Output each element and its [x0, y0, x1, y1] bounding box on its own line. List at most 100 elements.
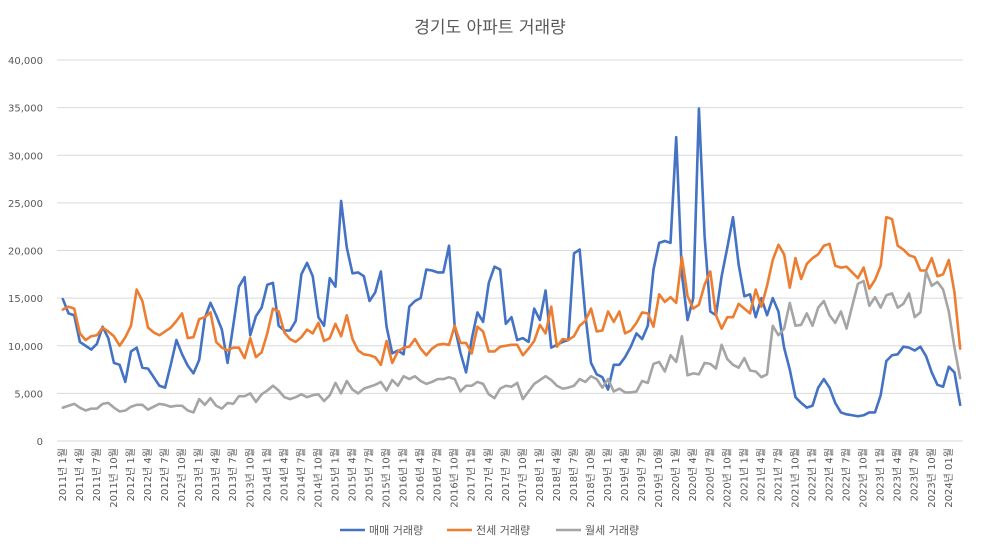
x-tick: 2012년 1월: [125, 448, 137, 501]
legend-label: 전세 거래량: [476, 524, 530, 537]
x-tick: 2023년 10월: [926, 448, 938, 508]
x-tick: 2018년 1월: [534, 448, 546, 501]
x-tick-label: 2023년 1월: [875, 448, 887, 501]
x-tick-label: 2018년 1월: [534, 448, 546, 501]
series-line-1: [61, 107, 962, 418]
x-tick-label: 2022년 10월: [858, 448, 870, 508]
series-line-3: [61, 270, 962, 414]
x-tick: 2021년 10월: [789, 448, 801, 508]
x-tick: 2020년 1월: [670, 448, 682, 501]
x-tick-label: 2020년 7월: [704, 448, 716, 501]
x-tick: 2014년 7월: [295, 448, 307, 501]
legend-label: 매매 거래량: [369, 524, 423, 537]
y-tick-label: 10,000: [8, 342, 43, 353]
x-tick-label: 2018년 10월: [585, 448, 597, 508]
x-tick: 2021년 4월: [755, 448, 767, 501]
x-tick-label: 2012년 4월: [142, 448, 154, 501]
x-tick-label: 2017년 1월: [466, 448, 478, 501]
x-tick: 2019년 4월: [619, 448, 631, 501]
y-tick-label: 20,000: [8, 247, 43, 258]
x-tick: 2011년 4월: [74, 448, 86, 501]
x-tick-label: 2012년 1월: [125, 448, 137, 501]
x-tick-label: 2016년 10월: [449, 448, 461, 508]
x-tick-label: 2020년 10월: [721, 448, 733, 508]
x-tick: 2023년 7월: [909, 448, 921, 501]
x-tick: 2021년 7월: [772, 448, 784, 501]
y-tick-label: 0: [37, 437, 43, 448]
x-tick: 2013년 10월: [244, 448, 256, 508]
y-tick-label: 25,000: [8, 199, 43, 210]
x-tick: 2015년 10월: [381, 448, 393, 508]
x-tick: 2018년 4월: [551, 448, 563, 501]
x-tick: 2016년 1월: [398, 448, 410, 501]
x-tick: 2013년 1월: [193, 448, 205, 501]
x-tick-label: 2024년 01월: [943, 448, 955, 508]
x-tick-label: 2021년 1월: [738, 448, 750, 501]
x-tick-label: 2023년 7월: [909, 448, 921, 501]
x-tick-label: 2019년 4월: [619, 448, 631, 501]
x-tick: 2011년 1월: [57, 448, 69, 501]
x-tick: 2017년 10월: [517, 448, 529, 508]
x-tick: 2018년 7월: [568, 448, 580, 501]
x-tick: 2017년 1월: [466, 448, 478, 501]
x-tick: 2014년 10월: [312, 448, 324, 508]
x-tick-label: 2011년 7월: [91, 448, 103, 501]
x-tick: 2013년 7월: [227, 448, 239, 501]
x-tick-label: 2016년 7월: [432, 448, 444, 501]
x-tick: 2011년 10월: [108, 448, 120, 508]
x-tick: 2012년 4월: [142, 448, 154, 501]
x-tick: 2014년 1월: [261, 448, 273, 501]
x-tick-label: 2022년 4월: [824, 448, 836, 501]
x-tick: 2019년 10월: [653, 448, 665, 508]
x-tick: 2022년 1월: [807, 448, 819, 501]
x-tick-label: 2014년 1월: [261, 448, 273, 501]
y-axis-tick-labels: 0 5,000 10,000 15,000 20,000 25,000 30,000 35,0…: [8, 56, 43, 448]
x-tick-label: 2017년 10월: [517, 448, 529, 508]
x-tick-label: 2011년 4월: [74, 448, 86, 501]
x-tick: 2016년 4월: [415, 448, 427, 501]
x-tick: 2018년 10월: [585, 448, 597, 508]
x-tick-label: 2021년 4월: [755, 448, 767, 501]
x-tick-label: 2023년 10월: [926, 448, 938, 508]
x-tick-label: 2012년 7월: [159, 448, 171, 501]
x-tick-label: 2015년 1월: [329, 448, 341, 501]
x-tick: 2011년 7월: [91, 448, 103, 501]
x-tick-label: 2014년 7월: [295, 448, 307, 501]
x-tick: 2012년 10월: [176, 448, 188, 508]
x-tick: 2019년 1월: [602, 448, 614, 501]
x-tick-label: 2020년 4월: [687, 448, 699, 501]
x-tick-label: 2023년 4월: [892, 448, 904, 501]
x-tick-label: 2013년 10월: [244, 448, 256, 508]
x-tick-label: 2018년 4월: [551, 448, 563, 501]
x-tick: 2017년 7월: [500, 448, 512, 501]
y-tick-label: 15,000: [8, 294, 43, 305]
x-tick-label: 2016년 1월: [398, 448, 410, 501]
x-tick: 2019년 7월: [636, 448, 648, 501]
x-tick: 2014년 4월: [278, 448, 290, 501]
x-tick-label: 2013년 7월: [227, 448, 239, 501]
x-tick: 2022년 4월: [824, 448, 836, 501]
x-tick: 2020년 4월: [687, 448, 699, 501]
series-line-2: [61, 215, 962, 367]
x-tick: 2015년 1월: [329, 448, 341, 501]
x-tick-label: 2011년 1월: [57, 448, 69, 501]
x-tick-label: 2019년 7월: [636, 448, 648, 501]
x-tick-label: 2019년 1월: [602, 448, 614, 501]
x-tick-label: 2015년 7월: [364, 448, 376, 501]
x-tick: 2022년 7월: [841, 448, 853, 501]
x-tick: 2023년 1월: [875, 448, 887, 501]
x-tick-label: 2017년 4월: [483, 448, 495, 501]
x-tick: 2024년 01월: [943, 448, 955, 508]
x-tick-label: 2016년 4월: [415, 448, 427, 501]
x-tick: 2020년 7월: [704, 448, 716, 501]
x-tick-label: 2013년 1월: [193, 448, 205, 501]
x-tick: 2020년 10월: [721, 448, 733, 508]
x-tick-label: 2015년 10월: [381, 448, 393, 508]
legend: 매매 거래량 전세 거래량 월세 거래량: [340, 524, 639, 537]
x-axis: 2011년 1월 2011년 4월 2011년 7월 2011년 10월 2012년 1…: [57, 448, 955, 508]
x-tick: 2021년 1월: [738, 448, 750, 501]
y-tick-label: 40,000: [8, 56, 43, 67]
legend-label: 월세 거래량: [585, 524, 639, 537]
